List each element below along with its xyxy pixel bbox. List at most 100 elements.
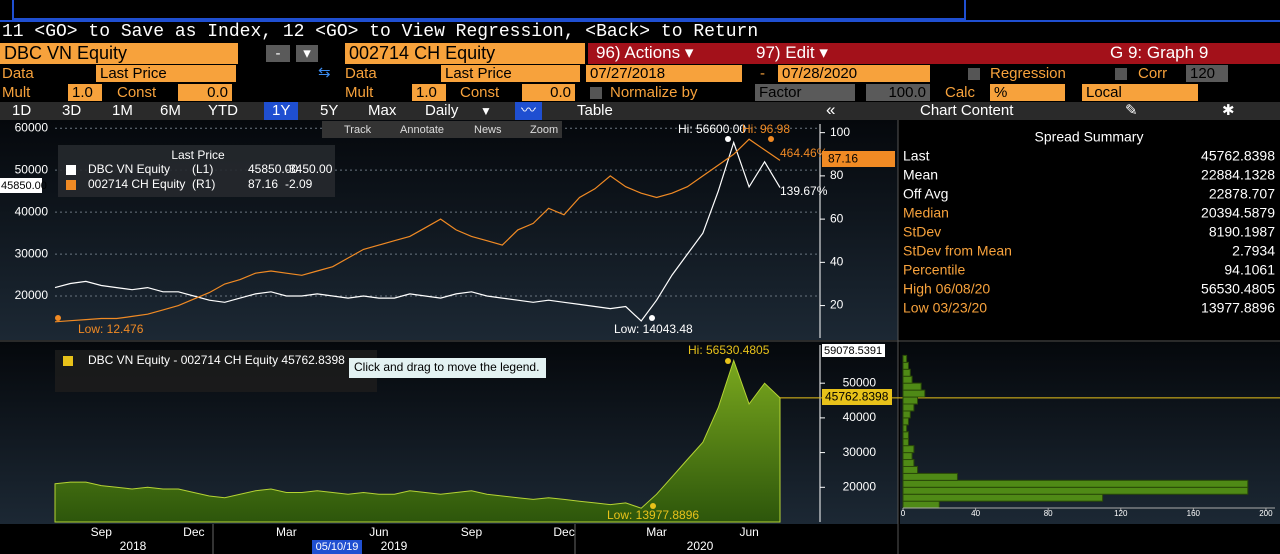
legend-swatch xyxy=(63,356,73,366)
collapse-button[interactable]: « xyxy=(826,100,836,119)
dropdown-arrow[interactable]: ▼ xyxy=(480,104,492,118)
year-label: 2018 xyxy=(120,539,147,553)
line-chart-icon[interactable]: 〰 xyxy=(515,102,543,120)
edit-menu[interactable]: 97) Edit ▾ xyxy=(756,43,828,62)
summary-label: StDev xyxy=(903,224,941,240)
summary-value: 2.7934 xyxy=(1232,243,1275,259)
chart-content-tab[interactable]: Chart Content xyxy=(920,102,1014,119)
const-input[interactable]: 0.0 xyxy=(522,84,575,101)
histogram-bar xyxy=(902,445,915,454)
start-date[interactable]: 07/27/2018 xyxy=(586,65,742,82)
mult-input[interactable]: 1.0 xyxy=(68,84,102,101)
factor-select[interactable]: Factor xyxy=(755,84,855,101)
range-tab[interactable]: 6M xyxy=(160,102,181,119)
summary-value: 8190.1987 xyxy=(1209,224,1275,240)
field-select[interactable]: Last Price xyxy=(441,65,580,82)
histogram-bar xyxy=(902,438,909,447)
actions-menu[interactable]: 96) Actions ▾ xyxy=(596,43,694,62)
last-value-tag xyxy=(822,389,892,405)
x-tick-label: 160 xyxy=(1187,509,1201,518)
annotation: Hi: 96.98 xyxy=(742,122,790,136)
histogram-bar xyxy=(902,431,909,440)
legend-name: DBC VN Equity xyxy=(88,162,170,176)
x-tick-label: Jun xyxy=(739,525,758,539)
histogram-bar xyxy=(902,459,915,467)
y-tick-label: 30000 xyxy=(15,246,49,260)
corr-input[interactable]: 120 xyxy=(1186,65,1228,82)
y2-tick-label: 40 xyxy=(830,255,844,269)
x-tick-label: Jun xyxy=(369,525,388,539)
legend-axis: (L1) xyxy=(192,162,213,176)
histogram-bar xyxy=(902,472,958,481)
command-input[interactable] xyxy=(12,0,966,20)
histogram-bar xyxy=(902,403,915,412)
header-bar xyxy=(588,43,1280,64)
edit-icon[interactable]: ✎ xyxy=(1125,102,1138,119)
summary-value: 22884.1328 xyxy=(1201,167,1275,183)
range-tab[interactable]: Max xyxy=(368,102,397,119)
range-tab[interactable]: Daily xyxy=(425,102,459,119)
legend-last: 45850.00 xyxy=(248,162,298,176)
histogram-bar xyxy=(902,410,911,419)
const-input[interactable]: 0.0 xyxy=(178,84,232,101)
table-tab[interactable]: Table xyxy=(577,102,613,119)
histogram-bar xyxy=(902,396,919,405)
legend-change: -3450.00 xyxy=(285,162,333,176)
histogram-bar xyxy=(902,493,1104,502)
chart-tool[interactable]: Zoom xyxy=(530,124,558,136)
last-value-tag-label: 45762.8398 xyxy=(825,390,889,404)
chart-tool[interactable]: Track xyxy=(344,124,372,136)
range-tab[interactable]: 5Y xyxy=(320,102,339,119)
x-tick-label: 40 xyxy=(971,509,980,518)
legend-title: Last Price xyxy=(171,148,225,162)
operator-dropdown[interactable]: ▾ xyxy=(296,45,318,62)
field-select[interactable]: Last Price xyxy=(96,65,236,82)
summary-label: Mean xyxy=(903,167,938,183)
y-tick-label: 20000 xyxy=(843,479,877,493)
corr-checkbox[interactable] xyxy=(1115,68,1127,80)
y-tick-label: 50000 xyxy=(15,162,49,176)
annotation: Low: 14043.48 xyxy=(614,322,693,336)
summary-label: Percentile xyxy=(903,262,965,278)
local-select[interactable]: Local xyxy=(1082,84,1198,101)
last-value-tag xyxy=(0,178,42,193)
histogram-bar xyxy=(902,354,908,363)
actions-label: 96) Actions xyxy=(596,43,681,62)
factor-input[interactable]: 100.0 xyxy=(866,84,930,101)
calc-select[interactable]: % xyxy=(990,84,1065,101)
normalize-checkbox[interactable] xyxy=(590,87,602,99)
top-bar xyxy=(0,0,1280,22)
range-tab[interactable]: 1M xyxy=(112,102,133,119)
security-input[interactable]: DBC VN Equity xyxy=(0,43,238,64)
settings-icon[interactable]: ✱ xyxy=(1222,102,1235,119)
range-tab[interactable]: YTD xyxy=(208,102,238,119)
tooltip-text: Click and drag to move the legend. xyxy=(354,360,539,374)
chart-tool[interactable]: News xyxy=(474,124,502,136)
operator-button[interactable]: - xyxy=(266,45,290,62)
regression-checkbox[interactable] xyxy=(968,68,980,80)
series-line xyxy=(54,140,781,322)
chart-tool[interactable]: Annotate xyxy=(400,124,444,136)
axis-tag xyxy=(822,344,885,357)
x-tick-label: 200 xyxy=(1259,509,1273,518)
year-label: 2019 xyxy=(381,539,408,553)
x-tick-label: Dec xyxy=(553,525,574,539)
x-tick-label: Dec xyxy=(183,525,204,539)
mult-label: Mult xyxy=(2,84,31,101)
swap-icon[interactable]: ⇆ xyxy=(318,64,331,81)
histogram-bar xyxy=(902,389,926,398)
mult-input[interactable]: 1.0 xyxy=(412,84,446,101)
range-tab[interactable]: 1Y xyxy=(264,102,299,120)
range-tab[interactable]: 1D xyxy=(12,102,32,119)
summary-value: 45762.8398 xyxy=(1201,148,1275,164)
x-tick-label: 120 xyxy=(1114,509,1128,518)
security-input[interactable]: 002714 CH Equity xyxy=(345,43,585,64)
annotation: 464.46% xyxy=(780,146,828,160)
end-date[interactable]: 07/28/2020 xyxy=(778,65,930,82)
range-tab[interactable]: 3D xyxy=(62,102,82,119)
x-tick-label: 0 xyxy=(901,509,906,518)
tooltip xyxy=(349,358,546,378)
legend xyxy=(55,350,377,392)
